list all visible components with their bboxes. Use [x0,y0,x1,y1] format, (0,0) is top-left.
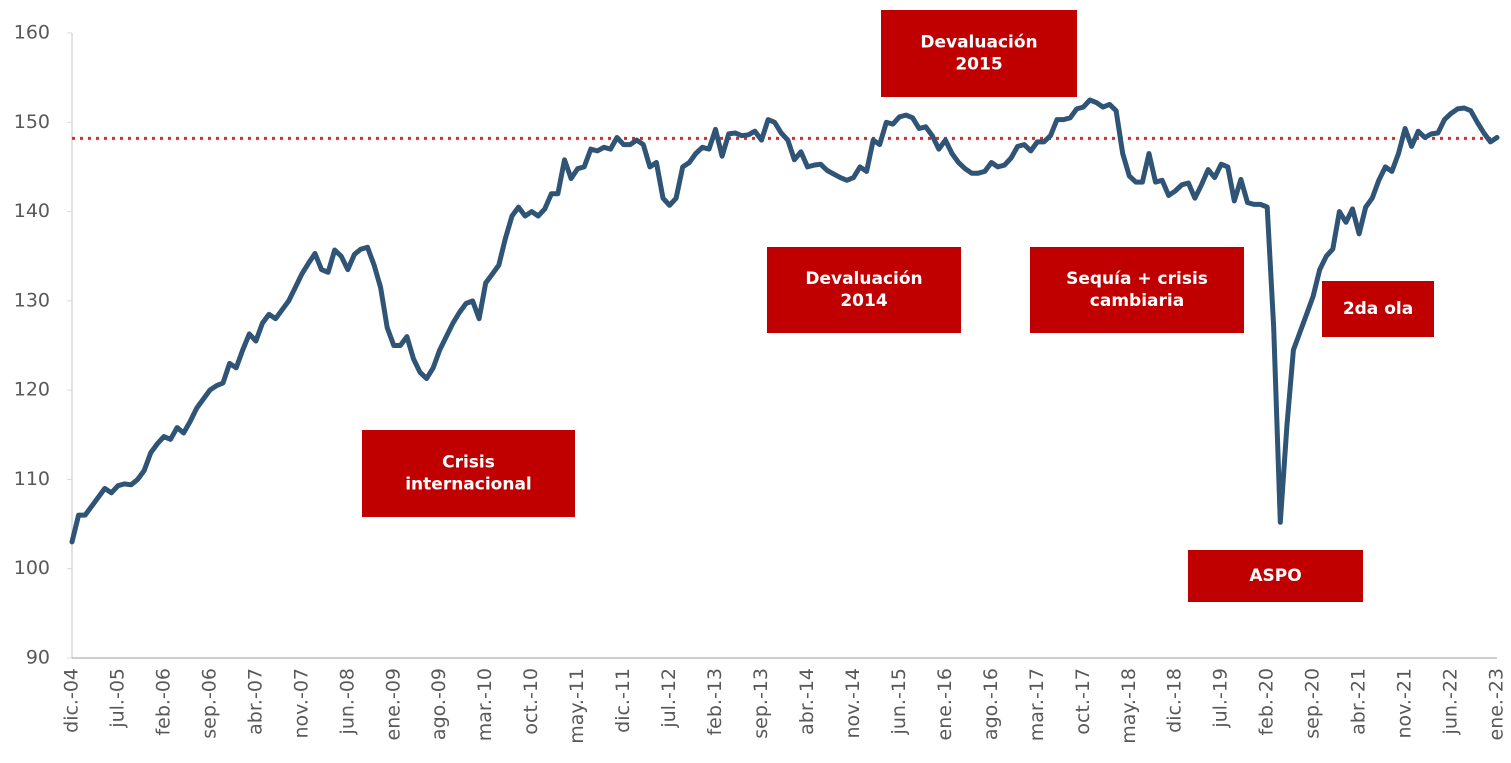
x-tick-label: jul.-19 [1210,668,1232,729]
x-tick-label: dic.-18 [1164,668,1186,733]
annotation-text: internacional [405,475,532,495]
annotation-text: ASPO [1249,566,1301,586]
data-line [69,97,1500,545]
y-tick-label: 110 [14,468,50,490]
x-tick-label: nov.-21 [1394,668,1416,739]
y-tick-label: 150 [14,111,50,133]
annotation-box [1188,550,1363,602]
x-tick-label: nov.-14 [842,668,864,739]
x-tick-label: feb.-20 [1256,668,1278,736]
x-tick-label: ene.-23 [1486,668,1508,741]
x-tick-label: mar.-10 [474,668,496,741]
x-tick-label: oct.-17 [1072,668,1094,735]
x-tick-label: jun.-15 [888,668,910,735]
x-tick-label: sep.-13 [750,668,772,739]
x-tick-label: abr.-07 [244,668,266,735]
y-tick-label: 140 [14,200,50,222]
annotation-text: 2014 [840,291,887,311]
x-tick-label: jun.-22 [1440,668,1462,735]
annotation-text: Crisis [442,453,495,473]
x-tick-label: feb.-06 [152,668,174,736]
x-tick-label: jul.-12 [658,668,680,729]
x-tick-label: ene.-09 [382,668,404,741]
x-tick-label: abr.-14 [796,668,818,735]
annotation-box [767,247,961,333]
x-tick-label: sep.-06 [198,668,220,739]
y-tick-label: 90 [26,647,50,669]
annotation-box [1322,281,1434,337]
annotation-text: Devaluación [920,33,1037,53]
x-tick-label: ene.-16 [934,668,956,741]
x-tick-label: may.-18 [1118,668,1140,744]
x-tick-label: nov.-07 [290,668,312,739]
annotation-text: 2015 [955,55,1002,75]
x-tick-label: sep.-20 [1302,668,1324,739]
annotation-box [1030,247,1244,333]
x-tick-label: oct.-10 [520,668,542,735]
x-tick-label: jun.-08 [336,668,358,735]
y-tick-label: 120 [14,379,50,401]
y-tick-label: 160 [14,22,50,44]
y-tick-label: 100 [14,557,50,579]
x-tick-label: feb.-13 [704,668,726,736]
x-tick-label: may.-11 [566,668,588,744]
x-tick-label: mar.-17 [1026,668,1048,741]
x-tick-label: abr.-21 [1348,668,1370,735]
x-tick-label: dic.-04 [61,668,83,733]
x-tick-label: dic.-11 [612,668,634,733]
annotation-text: Sequía + crisis [1066,269,1208,289]
annotation-box [881,10,1077,97]
annotation-text: Devaluación [805,269,922,289]
y-tick-label: 130 [14,289,50,311]
annotation-text: 2da ola [1343,299,1413,319]
x-tick-label: ago.-09 [428,668,450,740]
x-tick-label: jul.-05 [106,668,128,729]
annotation-text: cambiaria [1090,291,1184,311]
x-tick-label: ago.-16 [980,668,1002,740]
annotation-box [362,430,575,517]
